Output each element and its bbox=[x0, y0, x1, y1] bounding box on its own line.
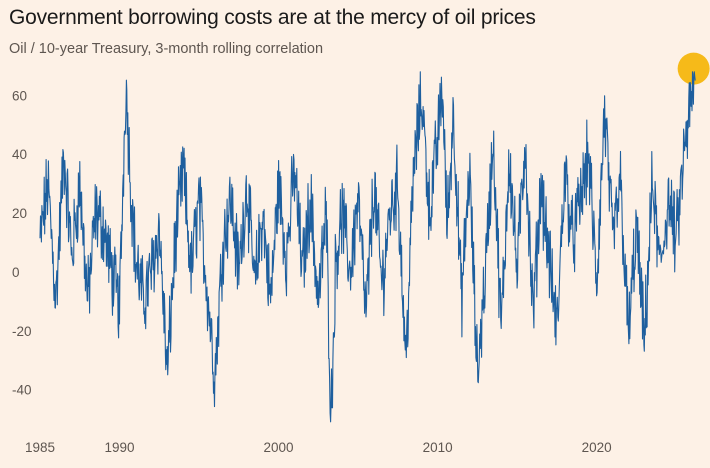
y-tick-label: 20 bbox=[12, 206, 27, 221]
x-tick-label: 1985 bbox=[25, 440, 55, 455]
y-tick-label: 60 bbox=[12, 88, 27, 103]
chart-title: Government borrowing costs are at the me… bbox=[9, 6, 536, 29]
x-tick-label: 1990 bbox=[104, 440, 134, 455]
y-tick-label: 0 bbox=[12, 265, 20, 280]
x-tick-label: 2000 bbox=[264, 440, 294, 455]
y-tick-label: -40 bbox=[12, 383, 32, 398]
x-tick-label: 2020 bbox=[582, 440, 612, 455]
chart-subtitle: Oil / 10-year Treasury, 3-month rolling … bbox=[9, 41, 324, 57]
highlight-marker bbox=[677, 52, 710, 85]
series-line bbox=[39, 71, 696, 423]
x-tick-label: 2010 bbox=[423, 440, 453, 455]
y-tick-label: 40 bbox=[12, 147, 27, 162]
y-tick-label: -20 bbox=[12, 324, 32, 339]
